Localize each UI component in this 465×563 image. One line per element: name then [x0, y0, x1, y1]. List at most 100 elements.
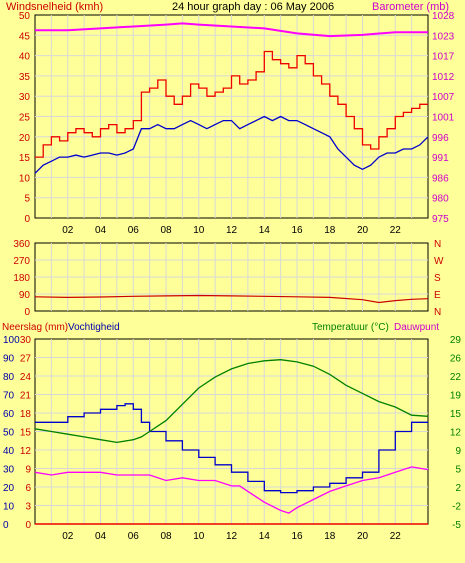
- barometer-axis-label: Barometer (mb): [372, 1, 449, 13]
- wind-direction-line: [34, 294, 429, 304]
- hour-tick-label: 02: [62, 531, 74, 542]
- barometer-tick-label: 1017: [432, 52, 455, 63]
- temperature-tick-label: 29: [450, 335, 462, 346]
- hour-tick-label: 08: [160, 225, 172, 236]
- wind-speed-tick-label: 40: [19, 52, 31, 63]
- hour-tick-label: 02: [62, 225, 74, 236]
- temperature-tick-label: 15: [450, 409, 462, 420]
- wind-direction-tick-label: 270: [13, 256, 30, 267]
- temperature-line: [34, 359, 429, 444]
- compass-label: S: [434, 273, 441, 284]
- humidity-tick-label: 70: [3, 391, 15, 402]
- wind-speed-tick-label: 25: [19, 113, 31, 124]
- wind-speed-tick-label: 5: [24, 194, 30, 205]
- temperature-tick-label: -2: [452, 502, 461, 513]
- temp-humidity-panel: 1009080706050403020100302724211815129630…: [3, 335, 461, 542]
- hour-tick-label: 04: [95, 531, 107, 542]
- wind-gust-line: [35, 50, 428, 158]
- compass-label: N: [434, 307, 441, 318]
- rain-tick-label: 12: [20, 446, 32, 457]
- barometer-tick-label: 1007: [432, 92, 455, 103]
- wind-speed-tick-label: 20: [19, 133, 31, 144]
- hour-tick-label: 22: [390, 225, 402, 236]
- humidity-tick-label: 90: [3, 354, 15, 365]
- rain-tick-label: 24: [20, 372, 32, 383]
- hour-tick-label: 16: [291, 531, 303, 542]
- humidity-tick-label: 10: [3, 502, 15, 513]
- barometer-tick-label: 996: [432, 133, 449, 144]
- barometer-tick-label: 1001: [432, 113, 455, 124]
- temperature-tick-label: 12: [450, 428, 462, 439]
- temperature-tick-label: 26: [450, 354, 462, 365]
- rain-tick-label: 30: [20, 335, 32, 346]
- barometer-tick-label: 1012: [432, 72, 455, 83]
- hour-tick-label: 10: [193, 531, 205, 542]
- wind-speed-tick-label: 35: [19, 72, 31, 83]
- hour-tick-label: 10: [193, 225, 205, 236]
- rain-tick-label: 21: [20, 391, 32, 402]
- compass-label: N: [434, 239, 441, 250]
- rain-tick-label: 15: [20, 428, 32, 439]
- wind-speed-tick-label: 45: [19, 31, 31, 42]
- wind-speed-tick-label: 30: [19, 92, 31, 103]
- dewpoint-axis-label: Dauwpunt: [394, 322, 439, 333]
- hour-tick-label: 22: [390, 531, 402, 542]
- hour-tick-label: 12: [226, 225, 238, 236]
- barometer-tick-label: 1023: [432, 31, 455, 42]
- barometer-line: [35, 22, 428, 38]
- temperature-tick-label: 22: [450, 372, 462, 383]
- temperature-tick-label: 2: [455, 483, 461, 494]
- wind-speed-tick-label: 0: [24, 214, 30, 225]
- hour-tick-label: 18: [324, 225, 336, 236]
- wind-speed-tick-label: 10: [19, 173, 31, 184]
- wind-direction-tick-label: 360: [13, 239, 30, 250]
- temperature-axis-label: Temperatuur (°C): [312, 322, 389, 333]
- hour-tick-label: 06: [128, 225, 140, 236]
- temperature-tick-label: 19: [450, 391, 462, 402]
- humidity-tick-label: 20: [3, 483, 15, 494]
- humidity-tick-label: 60: [3, 409, 15, 420]
- rain-tick-label: 18: [20, 409, 32, 420]
- rain-tick-label: 0: [25, 520, 31, 531]
- humidity-axis-label: Vochtigheid: [68, 322, 120, 333]
- rain-tick-label: 9: [25, 465, 31, 476]
- wind-average-line: [34, 115, 429, 174]
- hour-tick-label: 20: [357, 225, 369, 236]
- temperature-tick-label: -5: [452, 520, 461, 531]
- hour-tick-label: 18: [324, 531, 336, 542]
- wind-direction-tick-label: 90: [19, 290, 31, 301]
- wind-speed-tick-label: 15: [19, 153, 31, 164]
- wind-direction-tick-label: 0: [24, 307, 30, 318]
- wind-speed-axis-label: Windsnelheid (kmh): [6, 1, 103, 13]
- barometer-tick-label: 975: [432, 214, 449, 225]
- humidity-tick-label: 50: [3, 428, 15, 439]
- hour-tick-label: 20: [357, 531, 369, 542]
- humidity-line: [35, 403, 428, 494]
- hour-tick-label: 12: [226, 531, 238, 542]
- hour-tick-label: 16: [291, 225, 303, 236]
- dewpoint-line: [34, 466, 429, 514]
- hour-tick-label: 06: [128, 531, 140, 542]
- hour-tick-label: 14: [259, 225, 271, 236]
- humidity-tick-label: 80: [3, 372, 15, 383]
- humidity-tick-label: 0: [3, 520, 9, 531]
- graph-title: 24 hour graph day : 06 May 2006: [172, 1, 334, 13]
- compass-label: E: [434, 290, 441, 301]
- temperature-tick-label: 5: [455, 465, 461, 476]
- humidity-tick-label: 100: [3, 335, 20, 346]
- wind-direction-tick-label: 180: [13, 273, 30, 284]
- barometer-tick-label: 1028: [432, 11, 455, 22]
- temperature-tick-label: 9: [455, 446, 461, 457]
- barometer-tick-label: 991: [432, 153, 449, 164]
- wind-speed-tick-label: 50: [19, 11, 31, 22]
- barometer-tick-label: 980: [432, 194, 449, 205]
- humidity-tick-label: 40: [3, 446, 15, 457]
- hour-tick-label: 08: [160, 531, 172, 542]
- wind-barometer-panel: 5045403530252015105010281023101710121007…: [19, 11, 455, 236]
- barometer-tick-label: 986: [432, 173, 449, 184]
- humidity-tick-label: 30: [3, 465, 15, 476]
- rain-tick-label: 27: [20, 354, 32, 365]
- hour-tick-label: 14: [259, 531, 271, 542]
